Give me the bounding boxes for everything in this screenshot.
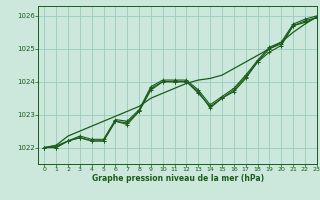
- X-axis label: Graphe pression niveau de la mer (hPa): Graphe pression niveau de la mer (hPa): [92, 174, 264, 183]
